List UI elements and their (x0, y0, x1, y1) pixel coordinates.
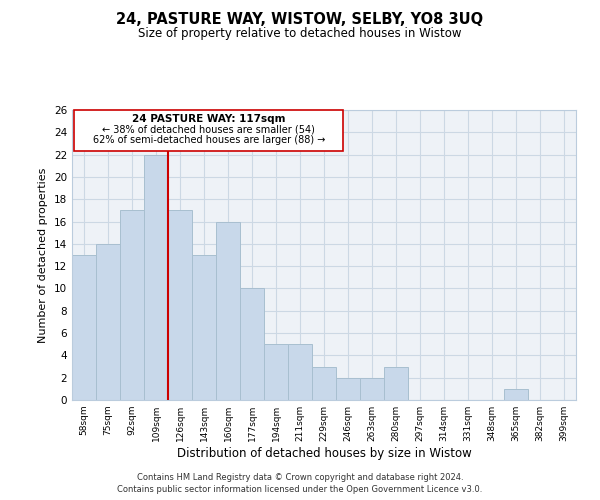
Text: 62% of semi-detached houses are larger (88) →: 62% of semi-detached houses are larger (… (92, 135, 325, 145)
Bar (360, 378, 384, 400)
Text: Contains HM Land Registry data © Crown copyright and database right 2024.: Contains HM Land Registry data © Crown c… (137, 472, 463, 482)
X-axis label: Distribution of detached houses by size in Wistow: Distribution of detached houses by size … (176, 447, 472, 460)
Bar (264, 344, 288, 400)
Bar (168, 210, 192, 400)
Bar (288, 344, 312, 400)
Bar (216, 222, 240, 400)
Bar (192, 255, 216, 400)
Bar (240, 288, 264, 400)
Text: ← 38% of detached houses are smaller (54): ← 38% of detached houses are smaller (54… (103, 124, 315, 134)
Bar (504, 389, 528, 400)
Bar (336, 378, 360, 400)
Bar (312, 366, 336, 400)
Text: Size of property relative to detached houses in Wistow: Size of property relative to detached ho… (138, 28, 462, 40)
Bar (144, 154, 168, 400)
Text: 24 PASTURE WAY: 117sqm: 24 PASTURE WAY: 117sqm (132, 114, 286, 124)
Bar (384, 366, 408, 400)
FancyBboxPatch shape (74, 110, 343, 152)
Text: Contains public sector information licensed under the Open Government Licence v3: Contains public sector information licen… (118, 485, 482, 494)
Y-axis label: Number of detached properties: Number of detached properties (38, 168, 49, 342)
Bar (120, 210, 144, 400)
Bar (72, 255, 96, 400)
Bar (96, 244, 120, 400)
Text: 24, PASTURE WAY, WISTOW, SELBY, YO8 3UQ: 24, PASTURE WAY, WISTOW, SELBY, YO8 3UQ (116, 12, 484, 28)
